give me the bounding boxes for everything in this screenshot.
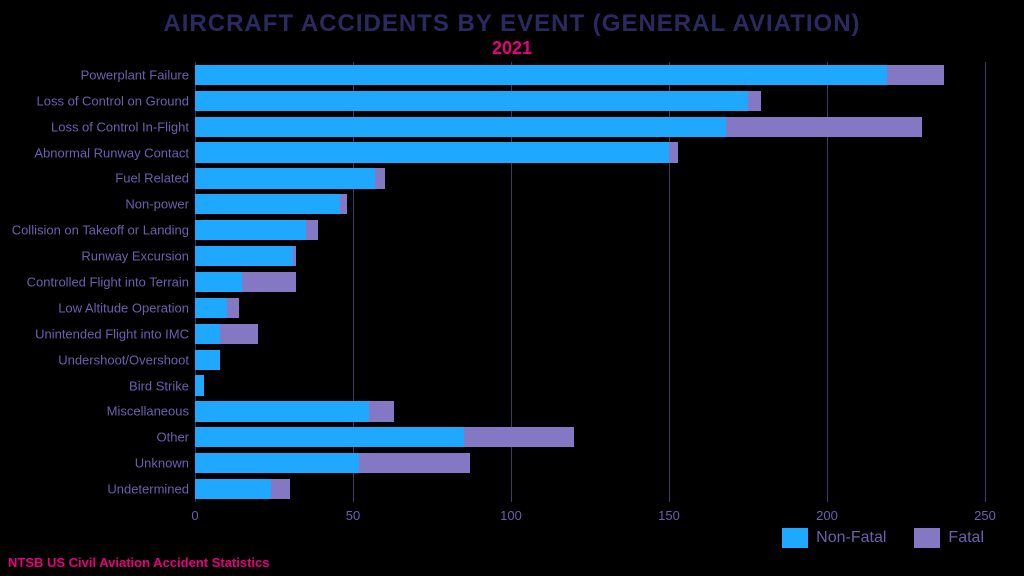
bar-segment-nonfatal (195, 401, 369, 421)
bar-segment-fatal (306, 220, 319, 240)
bar-row (195, 324, 258, 344)
bar-row (195, 117, 922, 137)
bar-segment-nonfatal (195, 220, 306, 240)
bar-segment-fatal (369, 401, 394, 421)
bar-row (195, 401, 394, 421)
legend: Non-Fatal Fatal (782, 528, 984, 548)
chart-title: AIRCRAFT ACCIDENTS BY EVENT (GENERAL AVI… (0, 0, 1024, 38)
bar-segment-fatal (227, 298, 240, 318)
y-category-label: Loss of Control In-Flight (51, 119, 189, 134)
bar-segment-nonfatal (195, 324, 220, 344)
bar-segment-fatal (748, 91, 761, 111)
legend-swatch-nonfatal (782, 528, 808, 548)
bar-segment-nonfatal (195, 194, 340, 214)
bar-row (195, 453, 470, 473)
y-category-label: Powerplant Failure (81, 67, 189, 82)
bar-segment-nonfatal (195, 91, 748, 111)
x-tick-label: 150 (658, 508, 680, 523)
bar-segment-fatal (375, 168, 384, 188)
bar-row (195, 168, 385, 188)
bar-row (195, 272, 296, 292)
bar-segment-nonfatal (195, 65, 887, 85)
bar-segment-nonfatal (195, 168, 375, 188)
bar-row (195, 350, 220, 370)
bar-row (195, 479, 290, 499)
bar-segment-fatal (359, 453, 470, 473)
y-category-label: Unknown (135, 456, 189, 471)
y-category-label: Other (156, 430, 189, 445)
y-category-label: Low Altitude Operation (58, 300, 189, 315)
bar-segment-fatal (242, 272, 296, 292)
y-category-label: Undetermined (107, 482, 189, 497)
source-attribution: NTSB US Civil Aviation Accident Statisti… (8, 555, 270, 570)
bar-segment-nonfatal (195, 427, 464, 447)
y-category-label: Undershoot/Overshoot (58, 352, 189, 367)
bar-segment-fatal (669, 142, 678, 162)
y-category-label: Miscellaneous (107, 404, 189, 419)
bar-row (195, 65, 944, 85)
y-category-label: Controlled Flight into Terrain (27, 275, 189, 290)
legend-item-nonfatal: Non-Fatal (782, 528, 886, 548)
x-tick-label: 50 (346, 508, 360, 523)
bar-segment-nonfatal (195, 350, 220, 370)
bar-segment-nonfatal (195, 272, 242, 292)
bar-row (195, 375, 204, 395)
legend-swatch-fatal (914, 528, 940, 548)
y-category-label: Runway Excursion (81, 249, 189, 264)
bar-segment-nonfatal (195, 453, 359, 473)
bar-row (195, 298, 239, 318)
y-category-label: Collision on Takeoff or Landing (12, 223, 189, 238)
bar-segment-nonfatal (195, 479, 271, 499)
bar-segment-fatal (293, 246, 296, 266)
bar-segment-fatal (464, 427, 575, 447)
bar-segment-nonfatal (195, 117, 726, 137)
chart-plot-area: 050100150200250Powerplant FailureLoss of… (195, 62, 985, 502)
x-tick-label: 100 (500, 508, 522, 523)
bar-row (195, 220, 318, 240)
bar-segment-nonfatal (195, 246, 293, 266)
legend-item-fatal: Fatal (914, 528, 984, 548)
bar-row (195, 194, 347, 214)
bar-segment-nonfatal (195, 142, 669, 162)
bar-segment-fatal (887, 65, 944, 85)
x-tick-label: 200 (816, 508, 838, 523)
bar-segment-nonfatal (195, 298, 227, 318)
gridline (985, 62, 986, 502)
bar-segment-fatal (220, 324, 258, 344)
y-category-label: Fuel Related (115, 171, 189, 186)
legend-label-fatal: Fatal (948, 529, 984, 547)
bar-segment-fatal (726, 117, 922, 137)
x-tick-label: 250 (974, 508, 996, 523)
bar-segment-fatal (340, 194, 346, 214)
bar-row (195, 427, 574, 447)
y-category-label: Non-power (125, 197, 189, 212)
bar-segment-nonfatal (195, 375, 204, 395)
chart-subtitle: 2021 (0, 38, 1024, 59)
y-category-label: Abnormal Runway Contact (34, 145, 189, 160)
y-category-label: Loss of Control on Ground (37, 93, 189, 108)
bar-row (195, 246, 296, 266)
bar-row (195, 142, 678, 162)
y-category-label: Bird Strike (129, 378, 189, 393)
bar-row (195, 91, 761, 111)
legend-label-nonfatal: Non-Fatal (816, 529, 886, 547)
bar-segment-fatal (271, 479, 290, 499)
y-category-label: Unintended Flight into IMC (35, 326, 189, 341)
x-tick-label: 0 (191, 508, 198, 523)
